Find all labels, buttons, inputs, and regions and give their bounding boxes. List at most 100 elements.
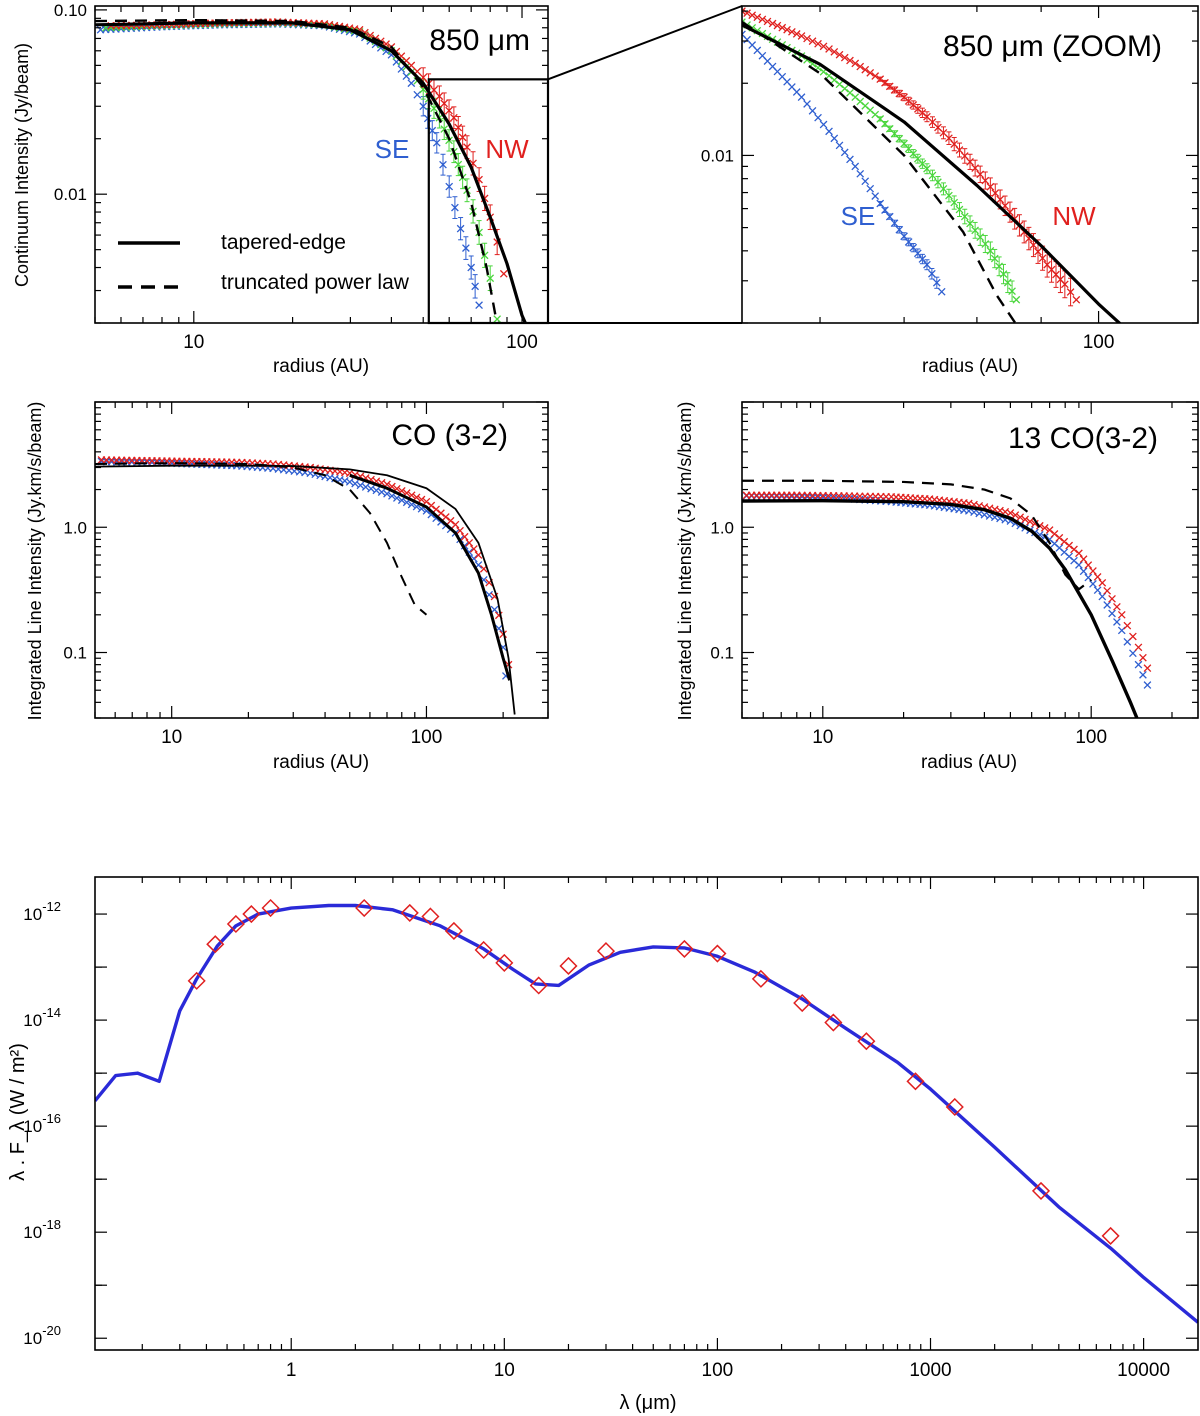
p5-ytick-exponent: -18 (42, 1217, 61, 1232)
p2-point (861, 65, 870, 74)
p3-xtick-label: 10 (161, 727, 182, 748)
p2-annotation-se: SE (841, 201, 876, 231)
p4-point (1075, 561, 1083, 569)
p2-series-group (742, 7, 1122, 323)
p1-point (499, 269, 508, 278)
p2-point (871, 72, 880, 80)
p2-point (788, 27, 796, 36)
p4-point (1113, 602, 1121, 611)
p4-point (1103, 601, 1112, 609)
p2-point (814, 39, 822, 48)
p3-point (469, 545, 478, 553)
p2-point (1012, 295, 1021, 304)
p4-point (1117, 610, 1126, 619)
p4-axes: 10 100 0.1 1.0 (710, 401, 1199, 748)
p4-point (1129, 649, 1137, 658)
p3-point (351, 479, 359, 488)
p4-point (1050, 530, 1059, 538)
p5-series-group (95, 898, 1198, 1324)
p3-point (383, 489, 391, 498)
p5-ylabel: λ . F_λ (W / m²) (7, 1043, 29, 1181)
p4-point (1098, 578, 1107, 587)
p4-point (1031, 519, 1039, 528)
p4-ytick-label: 0.1 (710, 644, 734, 663)
p4-point (1079, 555, 1088, 564)
p5-data-point (444, 921, 463, 941)
p4-point (1016, 513, 1025, 522)
p2-point (851, 162, 860, 171)
p1-ytick-label: 0.10 (54, 1, 87, 20)
p2-line-tapered-edge (742, 23, 1122, 323)
p1-line-tapered-edge (95, 21, 528, 323)
p5-data-point (242, 905, 261, 924)
p4-series-nw (742, 491, 1152, 673)
p2-point (819, 120, 828, 129)
p5-ytick-exponent: -12 (42, 899, 61, 914)
p1-xtick-label: 10 (183, 332, 204, 353)
p4-point (1055, 533, 1064, 542)
p5-ytick-exponent: -14 (42, 1005, 61, 1020)
p5-ytick-label: 10-20 (23, 1323, 61, 1348)
p4-ytick-label: 1.0 (710, 518, 734, 537)
p2-annotation-nw: NW (1052, 201, 1096, 231)
p1-point (407, 79, 416, 88)
p4-point (1143, 664, 1152, 673)
p3-axes: 10 100 0.1 1.0 (63, 401, 549, 748)
p3-point (441, 513, 450, 521)
p5-xtick-label: 1 (286, 1360, 297, 1381)
p3-point (361, 483, 370, 491)
p1-annotation-nw: NW (485, 134, 529, 164)
p5-data-point (495, 953, 514, 972)
p2-point (742, 7, 746, 15)
p2-point (783, 25, 791, 34)
p5-data-point (596, 942, 616, 961)
p4-point (1139, 653, 1147, 662)
p5-data-point (708, 944, 727, 963)
p4-point (1040, 524, 1049, 532)
p1-point (397, 65, 406, 73)
p1-annotation-se: SE (375, 134, 410, 164)
p1-point (493, 315, 502, 323)
p2-xtick-label: 100 (1083, 332, 1115, 353)
p2-series-se (742, 30, 946, 296)
p4-point (1108, 594, 1116, 603)
p4-point (1134, 660, 1143, 669)
p5-ytick-exponent: -20 (42, 1323, 61, 1338)
p2-point (797, 32, 806, 40)
p5-data-point (206, 935, 225, 954)
p5-data-point (355, 898, 374, 918)
p5-data-point (1101, 1226, 1120, 1246)
p3-xtick-label: 100 (411, 727, 443, 748)
p5-data-point (1031, 1181, 1051, 1200)
p5-ytick-exponent: -16 (42, 1111, 61, 1126)
p3-point (460, 532, 469, 541)
p3-point (422, 497, 431, 506)
p5-line-sed-model (95, 903, 1198, 1324)
p4-series-group (742, 479, 1152, 718)
p2-point (851, 59, 860, 68)
p3-point (432, 505, 440, 514)
p4-point (1113, 618, 1121, 626)
p4-point (1103, 586, 1112, 595)
p4-xtick-label: 100 (1075, 727, 1107, 748)
p3-line-truncated-power-law (95, 462, 428, 616)
p3-ytick-label: 0.1 (63, 644, 87, 663)
p2-point (830, 47, 839, 56)
p1-line-truncated-power-law (95, 18, 500, 323)
p4-point (1084, 561, 1093, 569)
p5-ytick-label: 10-14 (23, 1005, 61, 1030)
p5-data-point (226, 914, 245, 934)
p4-point (1123, 621, 1132, 630)
p4-title: 13 CO(3-2) (1008, 422, 1158, 455)
p2-point (763, 17, 772, 26)
p5-xtick-label: 1000 (909, 1360, 951, 1381)
p2-point (753, 13, 762, 22)
p3-point (345, 478, 354, 486)
p3-ytick-label: 1.0 (63, 518, 87, 537)
p3-point (356, 481, 365, 490)
p3-title: CO (3-2) (391, 419, 508, 452)
p5-xtick-label: 10 (494, 1360, 515, 1381)
p2-point (937, 287, 946, 296)
p5-data-point (675, 939, 694, 958)
